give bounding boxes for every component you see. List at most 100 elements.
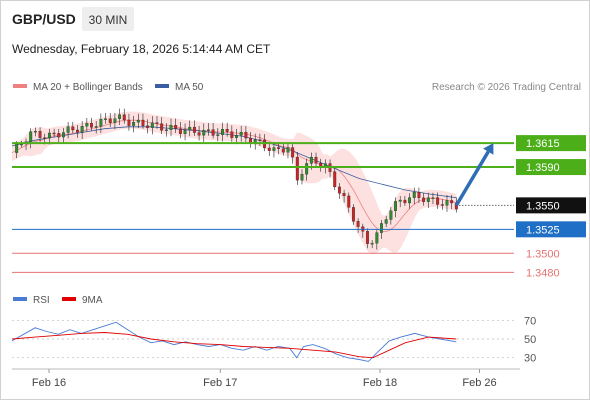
candle — [422, 193, 426, 206]
candle-body — [216, 134, 220, 136]
candle — [108, 112, 112, 128]
candle — [202, 123, 206, 142]
candle — [281, 143, 285, 156]
resistance-label: 1.3590 — [526, 162, 560, 174]
candle — [113, 112, 117, 130]
candle-body — [436, 197, 440, 205]
candle-body — [183, 129, 187, 134]
candle-body — [71, 126, 75, 131]
candle-body — [19, 143, 23, 146]
candle — [267, 142, 271, 157]
candle-body — [342, 193, 346, 197]
candle-body — [178, 128, 182, 134]
candle — [286, 142, 290, 159]
candle-body — [15, 143, 19, 153]
support-label: 1.3500 — [526, 248, 560, 260]
candle-body — [118, 114, 122, 119]
candle — [132, 116, 136, 133]
candle — [169, 118, 173, 137]
x-tick-label: Feb 18 — [363, 377, 397, 389]
candle-body — [291, 147, 295, 158]
candle-body — [398, 199, 402, 202]
candle — [351, 204, 355, 225]
candle-body — [375, 232, 379, 244]
candle-body — [239, 131, 243, 136]
candle-body — [52, 132, 56, 135]
candle-body — [43, 137, 47, 139]
candle — [174, 118, 178, 133]
candle-body — [38, 131, 42, 138]
candle — [230, 125, 234, 142]
candle — [291, 142, 295, 164]
candle-body — [244, 131, 248, 139]
candle — [76, 124, 79, 138]
candle-body — [333, 171, 337, 188]
candle — [71, 121, 75, 134]
candle-body — [337, 186, 341, 194]
resistance-label: 1.3615 — [526, 138, 560, 150]
candle — [216, 128, 220, 142]
candle — [450, 194, 454, 210]
candle-body — [221, 129, 224, 135]
candle-body — [192, 126, 196, 133]
candle — [38, 127, 42, 142]
candle-body — [150, 122, 154, 128]
candle — [52, 128, 56, 138]
candle — [211, 123, 215, 139]
resistance-tag — [516, 135, 586, 152]
candle-body — [389, 210, 393, 220]
candle-body — [122, 114, 126, 121]
candle-body — [422, 197, 426, 202]
candle-body — [286, 147, 290, 153]
candle-body — [380, 223, 383, 233]
rsi-tick-label: 70 — [524, 315, 536, 327]
candle — [155, 116, 159, 129]
candle-body — [281, 148, 285, 153]
candle-body — [412, 191, 416, 198]
legend-rsi-label: RSI — [33, 295, 50, 306]
candle — [408, 193, 412, 209]
candle-body — [309, 156, 313, 164]
legend-9ma-label: 9MA — [82, 295, 103, 306]
candle-body — [277, 147, 281, 149]
candle-body — [113, 118, 117, 123]
candle-body — [160, 123, 164, 131]
candle — [300, 169, 304, 185]
candle-body — [146, 125, 150, 128]
candle — [164, 123, 168, 137]
rsi-9ma-line — [11, 332, 457, 359]
candle-body — [66, 126, 70, 133]
candle-body — [211, 129, 215, 136]
candle — [62, 127, 65, 144]
forecast-arrow-shaft — [454, 150, 490, 207]
price-levels: 1.3615 1.3590 1.3550 1.3525 1.3500 1.3480 — [12, 135, 586, 279]
level-1-3590: 1.3590 — [12, 159, 586, 176]
candle — [178, 121, 182, 139]
candle-body — [169, 125, 173, 130]
candle-body — [230, 131, 234, 138]
candle — [99, 113, 103, 134]
candle — [366, 228, 369, 249]
candle — [206, 123, 210, 136]
candle — [394, 197, 397, 218]
candle — [192, 120, 196, 137]
candle — [426, 192, 430, 209]
level-1-3500: 1.3500 — [12, 248, 560, 260]
candle-body — [445, 200, 449, 206]
candle-body — [155, 122, 159, 124]
candle — [244, 125, 248, 143]
current-price-tag — [516, 197, 586, 214]
candle-body — [351, 207, 355, 222]
timeframe-badge[interactable] — [82, 7, 134, 31]
candle-body — [57, 133, 61, 138]
legend-9ma-swatch — [62, 297, 76, 301]
candle-body — [90, 123, 93, 128]
candle — [57, 128, 61, 142]
candle-body — [164, 129, 168, 131]
forecast-arrow-head — [483, 143, 494, 155]
candle-body — [99, 119, 103, 127]
support-label: 1.3480 — [526, 267, 560, 279]
candle-body — [80, 126, 84, 133]
candle — [295, 152, 299, 185]
candle — [375, 229, 379, 250]
